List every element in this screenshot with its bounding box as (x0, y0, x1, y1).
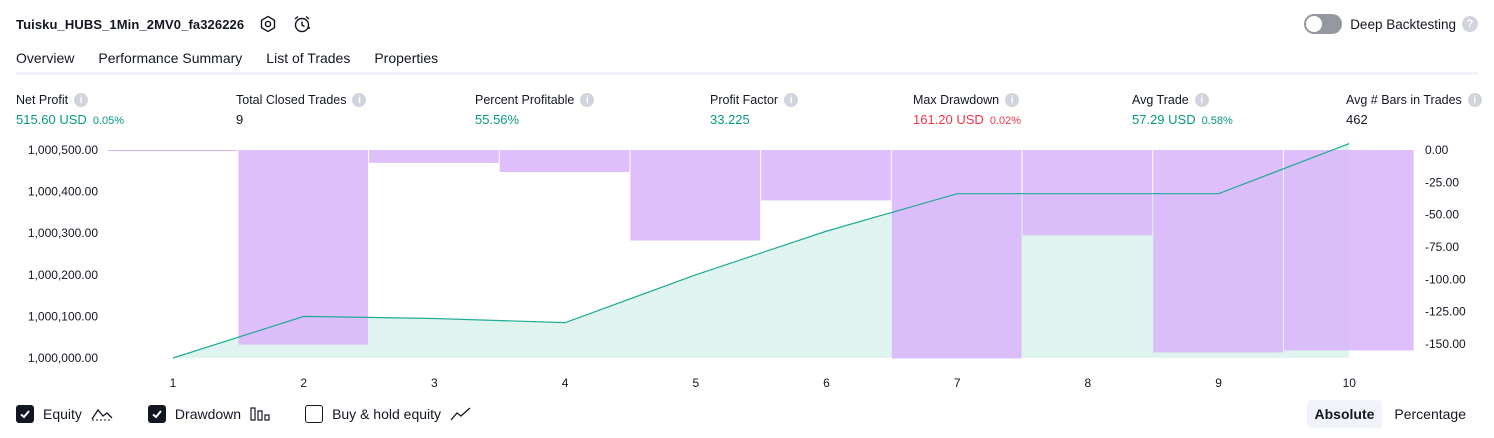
mode-absolute[interactable]: Absolute (1306, 400, 1383, 428)
metric-net-profit: Net Profit i 515.60 USD 0.05% (16, 93, 124, 127)
metric-total-closed-trades: Total Closed Trades i 9 (236, 93, 367, 127)
tab-divider (16, 72, 1478, 75)
equity-checkbox[interactable] (16, 405, 34, 423)
drawdown-bar (238, 150, 369, 345)
metric-sub-value: 0.02% (989, 115, 1022, 127)
metric-max-drawdown: Max Drawdown i 161.20 USD 0.02% (913, 93, 1021, 127)
metric-value: 33.225 (710, 112, 750, 127)
equity-drawdown-chart: 1,000,000.00 1,000,100.00 1,000,200.00 1,00… (28, 142, 1466, 390)
metric-sub-value: 0.58% (1201, 115, 1233, 127)
info-icon[interactable]: i (1467, 93, 1482, 107)
metric-label: Profit Factor (710, 93, 779, 107)
x-axis-tick-label: 1 (170, 376, 177, 390)
right-axis-tick-label: -100.00 (1425, 272, 1466, 286)
help-icon[interactable]: ? (1462, 16, 1478, 32)
metric-avg-bars: Avg # Bars in Trades i 462 (1346, 93, 1482, 127)
info-icon[interactable]: i (580, 93, 595, 107)
left-axis-tick-label: 1,000,000.00 (28, 351, 98, 365)
right-axis-tick-label: 0.00 (1425, 143, 1449, 157)
equity-line-icon (90, 405, 114, 423)
drawdown-bar (1153, 150, 1283, 353)
metric-sub-value: 0.05% (92, 115, 125, 127)
scale-mode-switch: Absolute Percentage (1303, 400, 1475, 428)
metric-percent-profitable: Percent Profitable i 55.56% (475, 93, 595, 127)
drawdown-bar (369, 150, 499, 163)
metric-label: Percent Profitable (475, 93, 575, 107)
x-axis-tick-label: 5 (692, 376, 699, 390)
x-axis-tick-label: 6 (823, 376, 830, 390)
metric-profit-factor: Profit Factor i 33.225 (710, 93, 799, 127)
deep-backtesting: Deep Backtesting ? (1304, 12, 1478, 36)
legend-buy-hold[interactable]: Buy & hold equity (305, 405, 473, 423)
mode-percentage[interactable]: Percentage (1394, 406, 1466, 422)
strategy-header: Tuisku_HUBS_1Min_2MV0_fa326226 (16, 12, 312, 36)
metrics-row: Net Profit i 515.60 USD 0.05% Total Closed… (16, 93, 1482, 133)
right-axis-tick-label: -125.00 (1425, 305, 1466, 319)
info-icon[interactable]: i (784, 93, 799, 107)
left-axis-tick-label: 1,000,100.00 (28, 309, 98, 323)
info-icon[interactable]: i (1194, 93, 1209, 107)
chart-legend: Equity Drawdown Buy & hold equity (16, 403, 507, 425)
strategy-name: Tuisku_HUBS_1Min_2MV0_fa326226 (16, 16, 245, 32)
drawdown-bars-icon (249, 405, 271, 423)
legend-equity[interactable]: Equity (16, 405, 114, 423)
metric-avg-trade: Avg Trade i 57.29 USD 0.58% (1132, 93, 1233, 127)
left-axis-tick-label: 1,000,200.00 (28, 268, 98, 282)
deep-backtesting-label: Deep Backtesting (1350, 16, 1456, 32)
alert-clock-icon[interactable] (292, 14, 312, 34)
metric-value: 161.20 USD (913, 112, 984, 127)
left-axis-tick-label: 1,000,300.00 (28, 226, 98, 240)
right-axis-tick-label: -50.00 (1425, 208, 1459, 222)
drawdown-bar (108, 150, 238, 151)
drawdown-bar (891, 150, 1022, 359)
metric-value: 55.56% (475, 112, 520, 127)
x-axis-tick-label: 2 (300, 376, 307, 390)
x-axis-tick-label: 10 (1343, 376, 1357, 390)
deep-backtesting-toggle[interactable] (1304, 14, 1343, 34)
metric-value: 57.29 USD (1132, 112, 1196, 127)
right-axis-tick-label: -150.00 (1425, 337, 1466, 351)
left-axis-tick-label: 1,000,500.00 (28, 143, 98, 157)
metric-label: Avg # Bars in Trades (1346, 93, 1462, 107)
tab-properties[interactable]: Properties (374, 50, 439, 66)
tab-performance-summary[interactable]: Performance Summary (98, 50, 243, 66)
metric-value: 515.60 USD (16, 112, 87, 127)
tab-bar: Overview Performance Summary List of Tra… (16, 44, 462, 76)
tab-overview[interactable]: Overview (16, 44, 75, 75)
left-axis-tick-label: 1,000,400.00 (28, 185, 98, 199)
x-axis-tick-label: 8 (1085, 376, 1092, 390)
metric-label: Net Profit (16, 93, 69, 107)
metric-label: Total Closed Trades (236, 93, 347, 107)
metric-value: 9 (236, 112, 244, 127)
tab-list-of-trades[interactable]: List of Trades (266, 50, 351, 66)
buy-hold-checkbox[interactable] (305, 405, 324, 423)
right-axis-tick-label: -25.00 (1425, 175, 1459, 189)
equity-line (172, 142, 1350, 359)
metric-label: Max Drawdown (913, 93, 1000, 107)
x-axis-tick-label: 4 (562, 376, 569, 390)
x-axis-tick-label: 9 (1215, 376, 1222, 390)
drawdown-bar (761, 150, 891, 201)
drawdown-bar (499, 150, 630, 172)
right-axis-tick-label: -75.00 (1425, 240, 1459, 254)
drawdown-bar (1283, 150, 1414, 351)
legend-drawdown[interactable]: Drawdown (147, 405, 271, 423)
info-icon[interactable]: i (74, 93, 89, 107)
drawdown-checkbox[interactable] (147, 405, 166, 423)
metric-value: 462 (1346, 112, 1368, 127)
info-icon[interactable]: i (352, 93, 367, 107)
legend-label: Equity (43, 406, 82, 422)
x-axis-tick-label: 3 (431, 376, 438, 390)
settings-icon[interactable] (258, 14, 278, 34)
drawdown-bar (1022, 150, 1153, 236)
info-icon[interactable]: i (1005, 93, 1020, 107)
legend-label: Drawdown (174, 406, 242, 422)
drawdown-bar (630, 150, 761, 241)
toggle-knob (1306, 16, 1323, 32)
buy-hold-line-icon (449, 405, 473, 423)
legend-label: Buy & hold equity (332, 406, 442, 422)
x-axis-tick-label: 7 (954, 376, 961, 390)
metric-label: Avg Trade (1132, 93, 1189, 107)
